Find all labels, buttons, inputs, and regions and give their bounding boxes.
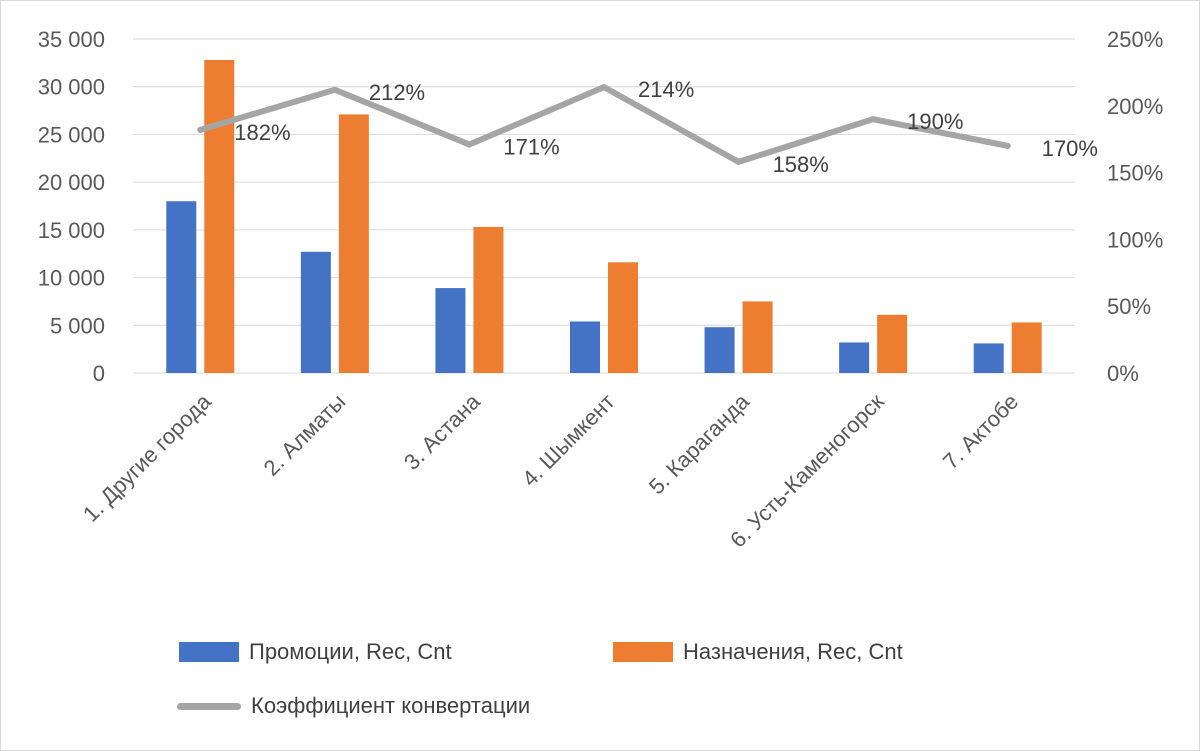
conversion-point bbox=[870, 116, 877, 123]
conversion-point bbox=[1004, 142, 1011, 149]
bar-promotions bbox=[570, 321, 600, 373]
y-right-tick-label: 200% bbox=[1107, 94, 1163, 119]
legend-swatch-conversion bbox=[177, 702, 241, 710]
conversion-point bbox=[601, 84, 607, 91]
conversion-line bbox=[197, 84, 1011, 165]
conversion-data-label: 170% bbox=[1042, 136, 1098, 161]
legend-item-conversion: Коэффициент конвертации bbox=[177, 693, 530, 719]
y-left-tick-label: 10 000 bbox=[38, 266, 105, 291]
x-tick-label: 7. Актобе bbox=[938, 389, 1023, 474]
y-left-tick-label: 15 000 bbox=[38, 218, 105, 243]
y-right-tick-label: 0% bbox=[1107, 361, 1139, 386]
y-right-tick-label: 150% bbox=[1107, 161, 1163, 186]
bar-assignments bbox=[877, 314, 908, 373]
y-left-tick-label: 20 000 bbox=[38, 170, 105, 195]
conversion-data-label: 212% bbox=[369, 80, 425, 105]
x-tick-label: 6. Усть-Каменогорск bbox=[725, 389, 889, 553]
y-left-tick-label: 25 000 bbox=[38, 122, 105, 147]
legend-swatch-assignments bbox=[613, 642, 673, 662]
y-right-tick-label: 250% bbox=[1107, 27, 1163, 52]
x-tick-label: 5. Караганда bbox=[644, 388, 755, 499]
y-left-tick-label: 0 bbox=[93, 361, 105, 386]
legend-label-promotions: Промоции, Rec, Cnt bbox=[249, 639, 452, 664]
legend-swatch-promotions bbox=[179, 642, 239, 662]
bar-promotions bbox=[973, 343, 1004, 373]
conversion-data-label: 190% bbox=[907, 109, 963, 134]
x-tick-label: 3. Астана bbox=[399, 388, 486, 475]
x-tick-label: 2. Алматы bbox=[259, 389, 351, 481]
conversion-point bbox=[197, 126, 204, 133]
y-right-tick-label: 100% bbox=[1107, 227, 1163, 252]
legend-item-assignments: Назначения, Rec, Cnt bbox=[613, 639, 903, 665]
y-left-tick-label: 30 000 bbox=[38, 75, 105, 100]
bar-assignments bbox=[338, 114, 369, 373]
bar-promotions bbox=[435, 288, 466, 373]
bar-assignments bbox=[204, 59, 235, 373]
conversion-point bbox=[466, 141, 473, 148]
y-right-tick-label: 50% bbox=[1107, 294, 1151, 319]
bar-promotions bbox=[300, 251, 331, 373]
bar-assignments bbox=[473, 226, 504, 373]
conversion-data-label: 182% bbox=[234, 120, 290, 145]
bar-promotions bbox=[704, 327, 735, 373]
conversion-data-label: 158% bbox=[773, 152, 829, 177]
legend-label-assignments: Назначения, Rec, Cnt bbox=[683, 639, 903, 664]
bar-promotions bbox=[839, 342, 870, 373]
bar-promotions bbox=[166, 201, 197, 373]
legend-label-conversion: Коэффициент конвертации bbox=[251, 693, 531, 718]
x-tick-label: 1. Другие города bbox=[78, 388, 216, 526]
conversion-data-label: 214% bbox=[638, 77, 694, 102]
y-left-tick-label: 35 000 bbox=[38, 27, 105, 52]
conversion-data-label: 171% bbox=[503, 135, 559, 160]
bar-assignments bbox=[608, 262, 638, 373]
y-left-tick-label: 5 000 bbox=[50, 313, 105, 338]
legend-item-promotions: Промоции, Rec, Cnt bbox=[179, 639, 452, 665]
bar-assignments bbox=[742, 301, 773, 373]
conversion-point bbox=[331, 86, 338, 93]
bar-assignments bbox=[1011, 322, 1042, 373]
x-tick-label: 4. Шымкент bbox=[517, 389, 619, 491]
conversion-point bbox=[735, 158, 742, 165]
